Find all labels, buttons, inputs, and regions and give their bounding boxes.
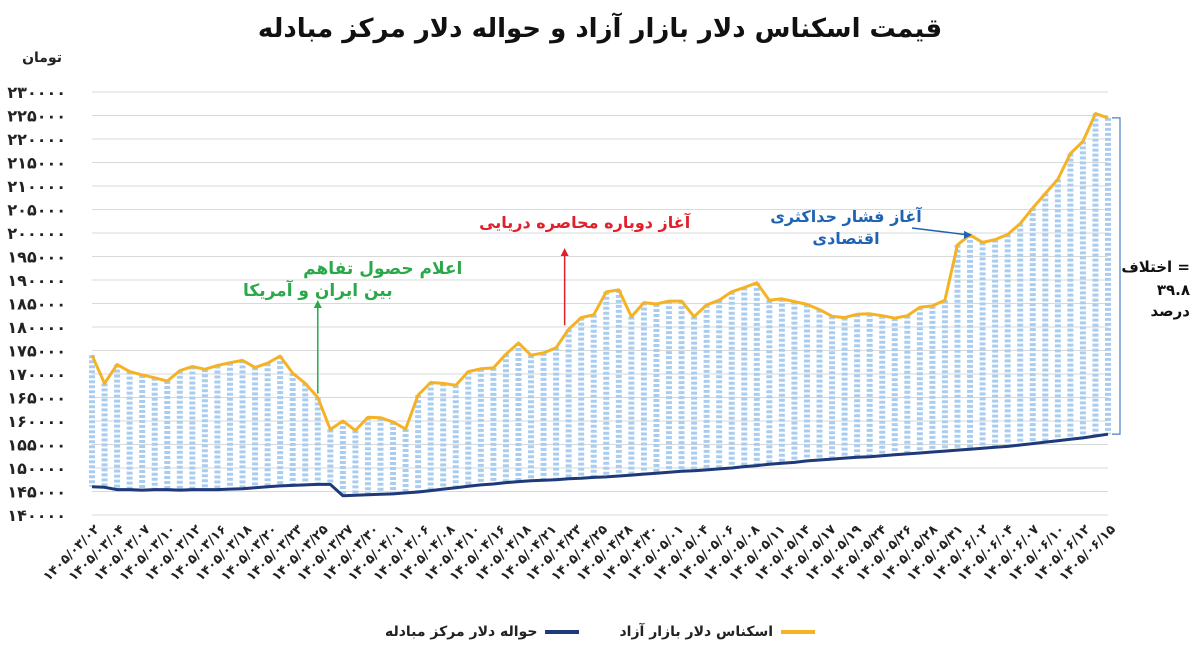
y-tick-label: ۲۱۵۰۰۰ bbox=[7, 154, 66, 173]
y-tick-label: ۱۷۰۰۰۰ bbox=[7, 365, 66, 384]
y-tick-label: ۱۶۰۰۰۰ bbox=[7, 412, 66, 431]
annotation-pressure-line2: اقتصادی bbox=[812, 229, 879, 248]
series-line-free-market bbox=[90, 112, 1109, 432]
legend: اسکناس دلار بازار آزاد حواله دلار مرکز م… bbox=[0, 624, 1200, 640]
annotation-difference-line2: ۳۹.۸ bbox=[1157, 281, 1190, 299]
series-line-exchange-center bbox=[91, 432, 1109, 498]
y-tick-label: ۱۶۵۰۰۰ bbox=[7, 389, 66, 408]
legend-item-free-market: اسکناس دلار بازار آزاد bbox=[619, 624, 816, 640]
annotation-arrowhead-blockade bbox=[560, 248, 569, 256]
y-tick-label: ۱۴۰۰۰۰ bbox=[7, 506, 66, 525]
y-axis-label: تومان bbox=[22, 50, 62, 66]
y-tick-label: ۲۲۰۰۰۰ bbox=[7, 130, 66, 149]
annotation-arrow-pressure bbox=[911, 227, 969, 236]
y-tick-label: ۲۲۵۰۰۰ bbox=[7, 107, 66, 126]
legend-label-free-market: اسکناس دلار بازار آزاد bbox=[619, 624, 774, 640]
y-tick-label: ۱۴۵۰۰۰ bbox=[7, 483, 66, 502]
annotation-pressure-line1: آغاز فشار حداکثری bbox=[770, 206, 922, 226]
chart-title: قیمت اسکناس دلار بازار آزاد و حواله دلار… bbox=[257, 14, 943, 44]
difference-bracket bbox=[1112, 117, 1121, 435]
y-tick-label: ۲۳۰۰۰۰ bbox=[7, 83, 66, 102]
y-tick-label: ۱۹۵۰۰۰ bbox=[7, 248, 66, 267]
legend-label-exchange-center: حواله دلار مرکز مبادله bbox=[384, 624, 538, 640]
legend-swatch-exchange-center bbox=[545, 630, 580, 634]
annotation-agreement-line2: بین ایران و آمریکا bbox=[243, 279, 393, 301]
y-tick-label: ۱۹۰۰۰۰ bbox=[7, 271, 66, 290]
annotation-blockade-text: آغاز دوباره محاصره دریایی bbox=[479, 212, 691, 232]
y-tick-label: ۱۸۰۰۰۰ bbox=[7, 318, 66, 337]
annotation-difference-line1: اختلاف = bbox=[1121, 258, 1190, 276]
annotation-arrowhead-agreement bbox=[313, 300, 322, 308]
y-tick-label: ۲۰۵۰۰۰ bbox=[7, 201, 66, 220]
y-tick-label: ۱۸۵۰۰۰ bbox=[7, 295, 66, 314]
annotation-agreement-line1: اعلام حصول تفاهم bbox=[303, 259, 462, 279]
legend-swatch-free-market bbox=[781, 630, 816, 634]
legend-item-exchange-center: حواله دلار مرکز مبادله bbox=[385, 624, 580, 640]
y-tick-label: ۲۱۰۰۰۰ bbox=[7, 177, 66, 196]
y-tick-label: ۱۵۰۰۰۰ bbox=[7, 459, 66, 478]
annotation-difference-line3: درصد bbox=[1151, 302, 1191, 320]
y-tick-label: ۱۵۵۰۰۰ bbox=[7, 436, 66, 455]
y-tick-label: ۱۷۵۰۰۰ bbox=[7, 342, 66, 361]
y-tick-label: ۲۰۰۰۰۰ bbox=[7, 224, 66, 243]
annotation-arrowhead-pressure bbox=[964, 230, 973, 239]
